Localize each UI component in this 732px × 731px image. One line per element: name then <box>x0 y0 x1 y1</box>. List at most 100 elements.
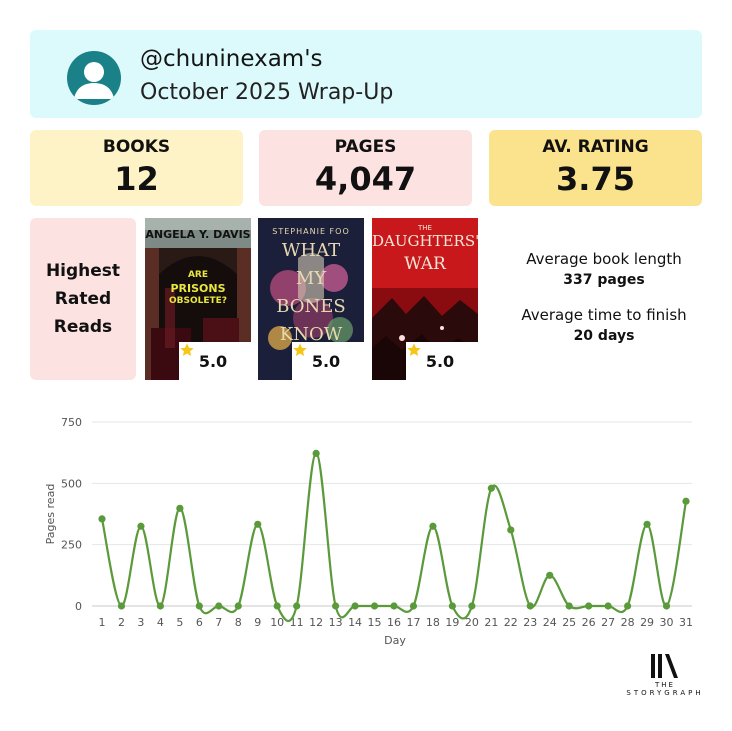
x-tick-label: 31 <box>679 616 693 629</box>
x-tick-label: 27 <box>601 616 615 629</box>
pages-read-line <box>100 452 688 622</box>
data-point-day-12[interactable] <box>312 449 320 458</box>
data-point-day-22[interactable] <box>507 526 515 534</box>
book-2-rating-badge: 5.0 <box>292 342 364 380</box>
y-tick-label: 0 <box>75 600 82 613</box>
star-icon <box>293 343 307 356</box>
book-1-author: ANGELA Y. DAVIS <box>145 228 251 241</box>
data-point-day-13[interactable] <box>332 602 340 610</box>
highest-rated-line1: Highest <box>45 261 121 281</box>
data-point-day-9[interactable] <box>254 520 262 528</box>
books-label: BOOKS <box>102 137 171 157</box>
rating-label: AV. RATING <box>542 137 649 157</box>
data-point-day-21[interactable] <box>487 484 495 492</box>
x-tick-label: 25 <box>562 616 576 629</box>
data-point-day-29[interactable] <box>643 520 651 528</box>
x-tick-label: 19 <box>445 616 459 629</box>
data-point-day-23[interactable] <box>526 602 534 610</box>
book-1-rating-badge: 5.0 <box>179 342 251 380</box>
book-3-rating-badge: 5.0 <box>406 342 478 380</box>
book-1-title-l3: OBSOLETE? <box>168 296 228 306</box>
y-tick-label: 250 <box>61 539 82 552</box>
book-2-rating: 5.0 <box>311 351 341 371</box>
data-point-day-15[interactable] <box>370 602 379 610</box>
data-point-day-4[interactable] <box>156 602 164 610</box>
book-cover-1[interactable]: ANGELA Y. DAVIS ARE PRISONS OBSOLETE? 5.… <box>145 218 251 380</box>
average-time-label: Average time to finish <box>521 306 687 324</box>
x-tick-label: 11 <box>290 616 304 629</box>
x-tick-label: 10 <box>270 616 284 629</box>
x-axis-label: Day <box>384 634 406 647</box>
book-2-title-l2: MY <box>295 268 327 289</box>
average-time-value: 20 days <box>573 328 635 344</box>
x-tick-label: 26 <box>582 616 596 629</box>
book-3-author: THE <box>418 224 432 232</box>
average-length-block: Average book length 337 pages <box>489 250 719 288</box>
x-tick-label: 29 <box>640 616 654 629</box>
x-tick-label: 13 <box>329 616 343 629</box>
book-3-rating: 5.0 <box>425 351 455 371</box>
data-point-day-3[interactable] <box>137 522 145 530</box>
data-point-day-30[interactable] <box>662 602 671 610</box>
book-1-title-l1: ARE <box>187 270 209 280</box>
wrapup-title: October 2025 Wrap-Up <box>140 80 394 105</box>
logo-line2: STORYGRAPH <box>626 689 704 697</box>
data-point-day-17[interactable] <box>409 602 418 610</box>
pages-stat-card: PAGES 4,047 <box>259 130 472 206</box>
x-tick-label: 1 <box>99 616 106 629</box>
data-point-day-25[interactable] <box>565 602 573 610</box>
book-1-rating: 5.0 <box>198 351 228 371</box>
user-avatar-icon[interactable] <box>67 51 121 105</box>
x-tick-label: 17 <box>406 616 420 629</box>
book-cover-3[interactable]: THE DAUGHTERS' WAR 5.0 <box>372 218 478 380</box>
data-point-day-11[interactable] <box>293 602 301 610</box>
x-tick-label: 9 <box>254 616 261 629</box>
data-point-day-8[interactable] <box>234 602 242 610</box>
book-cover-2[interactable]: STEPHANIE FOO WHAT MY BONES KNOW 5.0 <box>258 218 364 380</box>
highest-rated-line3: Reads <box>53 317 113 337</box>
data-point-day-7[interactable] <box>215 602 223 610</box>
x-tick-label: 28 <box>621 616 635 629</box>
data-point-day-20[interactable] <box>468 602 476 610</box>
data-point-day-19[interactable] <box>448 602 456 610</box>
data-point-day-16[interactable] <box>390 602 398 610</box>
data-point-day-2[interactable] <box>117 602 126 610</box>
x-tick-label: 2 <box>118 616 125 629</box>
book-2-title-l1: WHAT <box>281 240 341 261</box>
data-point-day-26[interactable] <box>585 602 593 610</box>
x-tick-label: 6 <box>196 616 203 629</box>
data-point-day-24[interactable] <box>546 571 554 579</box>
book-3-title-l2: WAR <box>404 254 446 274</box>
book-2-title-l3: BONES <box>276 296 346 317</box>
x-tick-label: 8 <box>235 616 242 629</box>
data-point-day-1[interactable] <box>98 515 106 523</box>
pages-value: 4,047 <box>314 160 417 198</box>
storygraph-logo-icon <box>651 654 678 678</box>
average-length-value: 337 pages <box>563 272 645 288</box>
rating-value: 3.75 <box>556 160 635 198</box>
books-stat-card: BOOKS 12 <box>30 130 243 206</box>
y-axis-label: Pages read <box>44 484 57 545</box>
data-point-day-14[interactable] <box>351 602 359 610</box>
x-tick-label: 21 <box>484 616 498 629</box>
data-point-day-10[interactable] <box>273 602 281 610</box>
x-tick-label: 15 <box>368 616 382 629</box>
x-tick-label: 4 <box>157 616 164 629</box>
storygraph-logo[interactable]: THE STORYGRAPH <box>620 653 710 705</box>
pages-label: PAGES <box>334 137 397 157</box>
x-tick-label: 12 <box>309 616 323 629</box>
data-point-day-27[interactable] <box>604 602 612 610</box>
x-tick-label: 23 <box>523 616 537 629</box>
data-point-day-5[interactable] <box>176 504 184 512</box>
x-tick-label: 5 <box>176 616 183 629</box>
data-point-day-28[interactable] <box>624 602 632 610</box>
x-tick-label: 16 <box>387 616 401 629</box>
x-tick-label: 3 <box>137 616 144 629</box>
data-point-day-18[interactable] <box>429 522 437 530</box>
x-tick-label: 24 <box>543 616 557 629</box>
star-icon <box>180 343 194 356</box>
x-tick-label: 22 <box>504 616 518 629</box>
data-point-day-31[interactable] <box>682 497 690 505</box>
data-point-day-6[interactable] <box>195 602 203 610</box>
rating-stat-card: AV. RATING 3.75 <box>489 130 702 206</box>
